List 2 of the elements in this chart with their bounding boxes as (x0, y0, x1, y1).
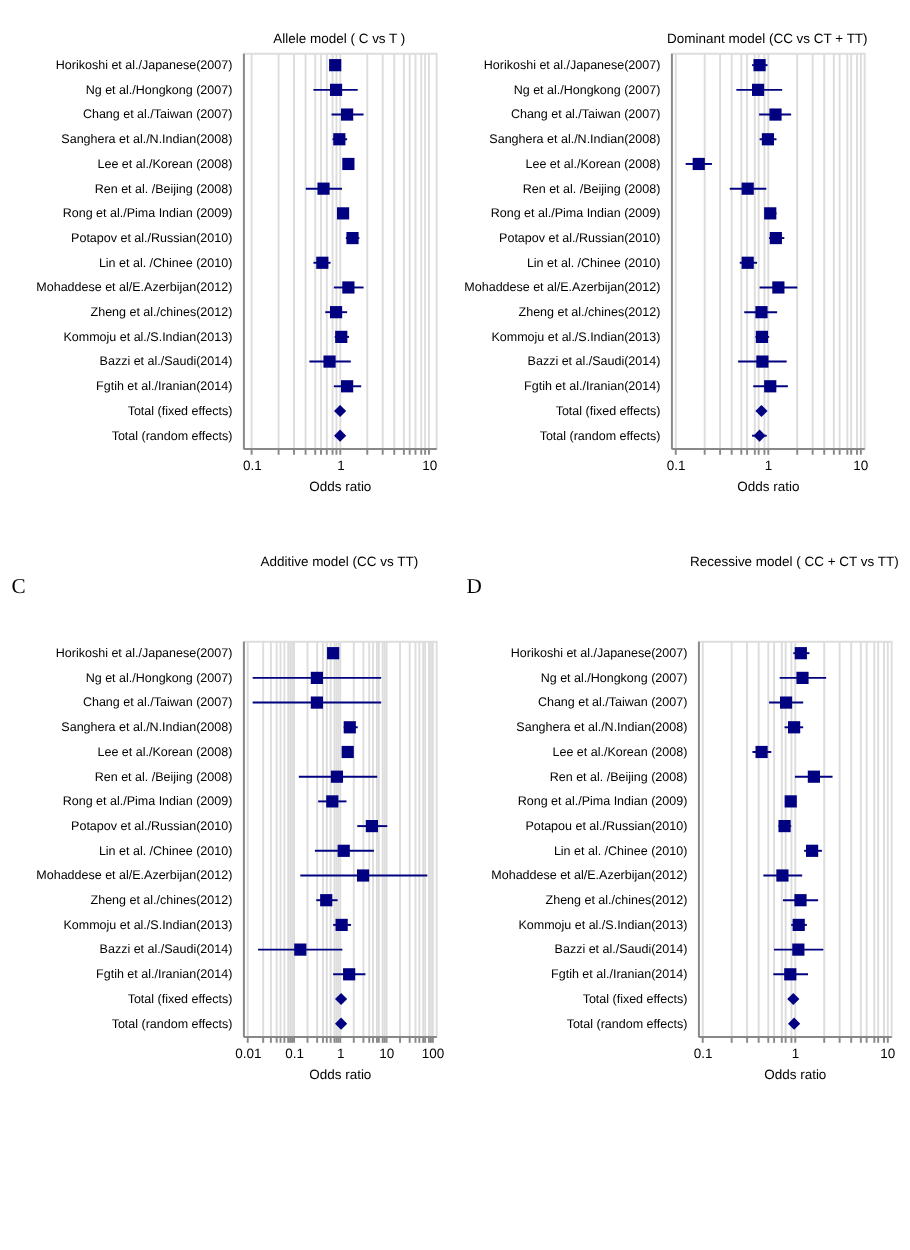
text: D (466, 576, 483, 599)
text: C (11, 576, 26, 599)
